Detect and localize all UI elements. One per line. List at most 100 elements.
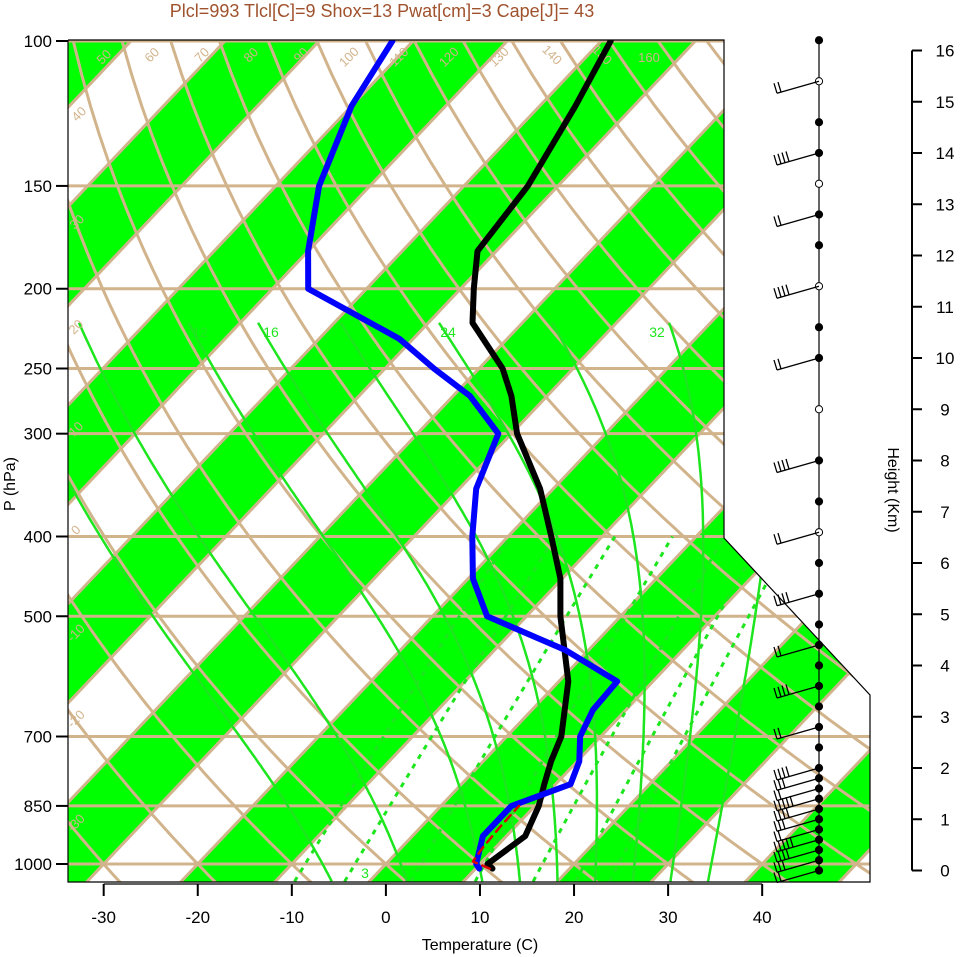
wind-barb-flag [777, 778, 782, 790]
height-tick-label: 12 [936, 247, 955, 266]
y-tick-label: 300 [24, 425, 52, 444]
wind-barb-flag [773, 872, 778, 883]
mixing-ratio-label: 24 [440, 324, 456, 340]
mixing-ratio-label: 3 [361, 865, 369, 881]
wind-barb-flag [773, 810, 778, 822]
wind-barb-flag [781, 839, 786, 850]
dry-adiabat-line [68, 40, 506, 882]
wind-barb-flag [781, 849, 786, 860]
wind-barb-flag [773, 790, 778, 801]
wind-barb-flag [773, 216, 778, 227]
wind-level-dot [814, 323, 824, 332]
wind-barb-shaft [776, 849, 820, 863]
height-tick-label: 15 [936, 93, 955, 112]
wind-barb-flag [777, 789, 782, 800]
height-tick-label: 16 [936, 42, 955, 61]
wind-barb-flag [773, 534, 778, 545]
wind-barb-flag [777, 686, 782, 697]
y-axis-label: P (hPa) [2, 457, 19, 511]
wind-level-dot [814, 661, 824, 670]
mixing-ratio-line [293, 535, 512, 882]
y-tick-label: 250 [24, 360, 52, 379]
wind-barb-flag [781, 285, 786, 297]
wind-barb-flag [781, 459, 786, 471]
wind-barb-flag [773, 728, 778, 740]
isotherm-line [551, 40, 870, 882]
x-tick-label: -10 [280, 908, 305, 927]
x-axis: -30 -20 -10 0 10 20 30 40 [91, 883, 772, 927]
wind-barb-shaft [776, 828, 820, 843]
y-tick-label: 200 [24, 280, 52, 299]
wind-barb-column [773, 36, 824, 884]
wind-barb-flag [773, 646, 778, 658]
wind-barb-shaft [776, 644, 820, 658]
wind-barb-flag [785, 807, 790, 818]
mixing-ratio-label: 12 [192, 324, 208, 340]
skew-grid-label: 10 [748, 537, 769, 558]
skew-grid-label: 0 [725, 459, 741, 475]
wind-barb-flag [773, 769, 778, 781]
wind-level-dot [814, 743, 824, 752]
wind-barb-flag [781, 767, 786, 778]
wind-barb-flag [777, 830, 782, 841]
height-tick-label: 6 [940, 554, 949, 573]
wind-barb-flag [773, 841, 778, 852]
wind-level-dot [814, 702, 824, 711]
wind-barb-flag [773, 851, 778, 863]
parcel-profile-line [471, 804, 521, 870]
height-tick-label: 9 [940, 400, 949, 419]
wind-barb-shaft [776, 777, 820, 791]
wind-barb-flag [781, 777, 786, 789]
x-tick-label: -30 [91, 908, 116, 927]
wind-barb-flag [781, 859, 786, 871]
wind-barb-shaft [776, 685, 820, 699]
skew-grid-label: 100 [336, 44, 362, 70]
wind-level-dot [814, 558, 824, 568]
height-tick-label: 10 [936, 349, 955, 368]
mixing-ratio-label: 32 [649, 324, 665, 340]
sounding-profiles [305, 40, 621, 872]
temperature-profile-line [469, 40, 614, 872]
height-tick-label: 1 [940, 810, 949, 829]
moist-adiabat-line [667, 322, 705, 882]
wind-barb-shaft [776, 818, 820, 832]
isotherm-line [645, 40, 870, 882]
wind-barb-flag [777, 461, 782, 472]
wind-barb-flag [777, 819, 782, 831]
x-tick-label: 10 [471, 908, 490, 927]
x-tick-label: 30 [659, 908, 678, 927]
isotherm-line [68, 40, 703, 882]
wind-barb-shaft [776, 213, 820, 228]
isotherm-band [68, 40, 325, 882]
x-tick-label: -20 [185, 908, 210, 927]
chart-title: Plcl=993 Tlcl[C]=9 Shox=13 Pwat[cm]=3 Ca… [170, 1, 594, 21]
dry-adiabat-line [217, 40, 870, 882]
wind-barb-shaft [776, 80, 820, 94]
x-tick-label: 40 [753, 908, 772, 927]
y-tick-label: 700 [24, 728, 52, 747]
height-tick-label: 4 [940, 657, 949, 676]
y-tick-label: 150 [24, 177, 52, 196]
wind-barb-shaft [776, 839, 820, 853]
isotherm-line [739, 40, 870, 882]
wind-barb-flag [773, 288, 778, 299]
wind-barb-flag [773, 800, 778, 811]
wind-level-dot [814, 620, 824, 629]
wind-barb-flag [777, 81, 782, 93]
dewpoint-profile-line [305, 40, 621, 872]
isotherm-line [68, 40, 514, 882]
wind-barb-flag [773, 595, 778, 606]
y-tick-label: 100 [24, 32, 52, 51]
wind-barb-shaft [776, 767, 820, 781]
dry-adiabat-line [315, 40, 870, 882]
skew-grid-label: 10 [724, 339, 745, 360]
isotherm-band [68, 40, 870, 882]
wind-barb-shaft [776, 152, 820, 166]
wind-barb-flag [773, 831, 778, 842]
height-tick-label: 3 [940, 708, 949, 727]
wind-barb-flag [777, 850, 782, 861]
wind-barb-flag [785, 591, 790, 603]
mixing-ratio-line [343, 535, 557, 882]
